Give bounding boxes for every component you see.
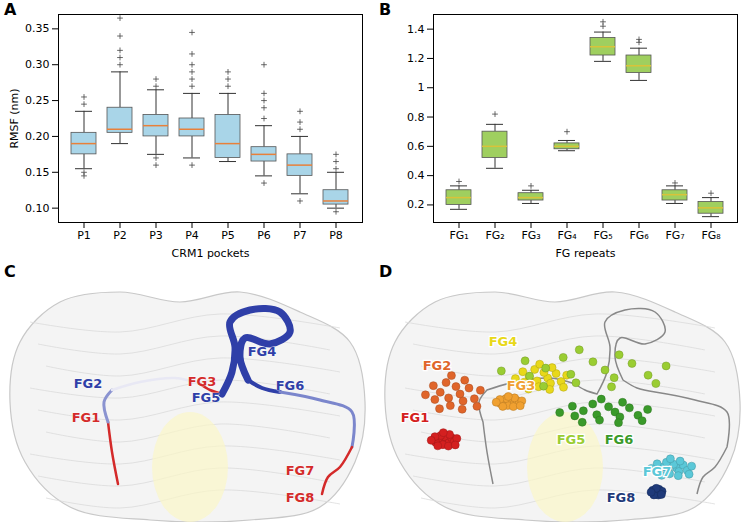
svg-text:0.4: 0.4 — [407, 169, 425, 182]
svg-text:FG4: FG4 — [248, 344, 277, 359]
svg-text:0.8: 0.8 — [407, 111, 425, 124]
svg-text:P4: P4 — [185, 229, 199, 242]
svg-text:FG1: FG1 — [401, 410, 430, 425]
svg-text:FG6: FG6 — [276, 378, 305, 393]
svg-text:FG7: FG7 — [286, 463, 315, 478]
svg-text:P2: P2 — [113, 229, 127, 242]
svg-text:FG5: FG5 — [557, 432, 586, 447]
svg-text:P6: P6 — [257, 229, 271, 242]
svg-text:FG4: FG4 — [489, 334, 518, 349]
svg-text:1: 1 — [418, 81, 425, 94]
svg-text:FG3: FG3 — [188, 374, 217, 389]
svg-text:FG₈: FG₈ — [701, 229, 721, 242]
svg-text:FG3: FG3 — [507, 378, 536, 393]
svg-text:P7: P7 — [293, 229, 307, 242]
svg-text:CRM1 pockets: CRM1 pockets — [172, 247, 250, 260]
svg-text:P5: P5 — [221, 229, 235, 242]
svg-text:1.4: 1.4 — [407, 23, 425, 36]
svg-text:1.2: 1.2 — [407, 52, 425, 65]
svg-text:0.25: 0.25 — [25, 94, 50, 107]
svg-text:0.2: 0.2 — [407, 198, 425, 211]
svg-text:FG₂: FG₂ — [485, 229, 504, 242]
html-text:D: D — [379, 262, 393, 281]
svg-text:FG₁: FG₁ — [449, 229, 468, 242]
html-text:A: A — [4, 0, 17, 19]
svg-text:P3: P3 — [149, 229, 163, 242]
svg-text:FG₄: FG₄ — [557, 229, 577, 242]
svg-text:FG5: FG5 — [192, 390, 221, 405]
svg-text:0.15: 0.15 — [25, 166, 50, 179]
svg-text:RMSF (nm): RMSF (nm) — [8, 88, 21, 148]
svg-text:FG repeats: FG repeats — [556, 247, 616, 260]
svg-text:FG2: FG2 — [74, 376, 103, 391]
svg-text:FG6: FG6 — [605, 432, 634, 447]
svg-text:FG₅: FG₅ — [593, 229, 612, 242]
html-text:B: B — [379, 0, 392, 19]
svg-text:FG8: FG8 — [286, 490, 315, 505]
svg-text:P8: P8 — [329, 229, 343, 242]
svg-text:FG8: FG8 — [607, 490, 636, 505]
html-text:C: C — [4, 262, 16, 281]
svg-text:0.20: 0.20 — [25, 130, 50, 143]
svg-text:FG₃: FG₃ — [521, 229, 540, 242]
svg-text:FG7: FG7 — [643, 464, 672, 479]
svg-text:0.30: 0.30 — [25, 58, 50, 71]
svg-text:P1: P1 — [77, 229, 91, 242]
svg-text:0.10: 0.10 — [25, 202, 50, 215]
svg-text:FG2: FG2 — [423, 358, 452, 373]
svg-text:0.35: 0.35 — [25, 22, 50, 35]
svg-text:FG₆: FG₆ — [629, 229, 649, 242]
svg-text:FG₇: FG₇ — [665, 229, 684, 242]
svg-text:0.6: 0.6 — [407, 140, 425, 153]
svg-text:FG1: FG1 — [72, 410, 101, 425]
